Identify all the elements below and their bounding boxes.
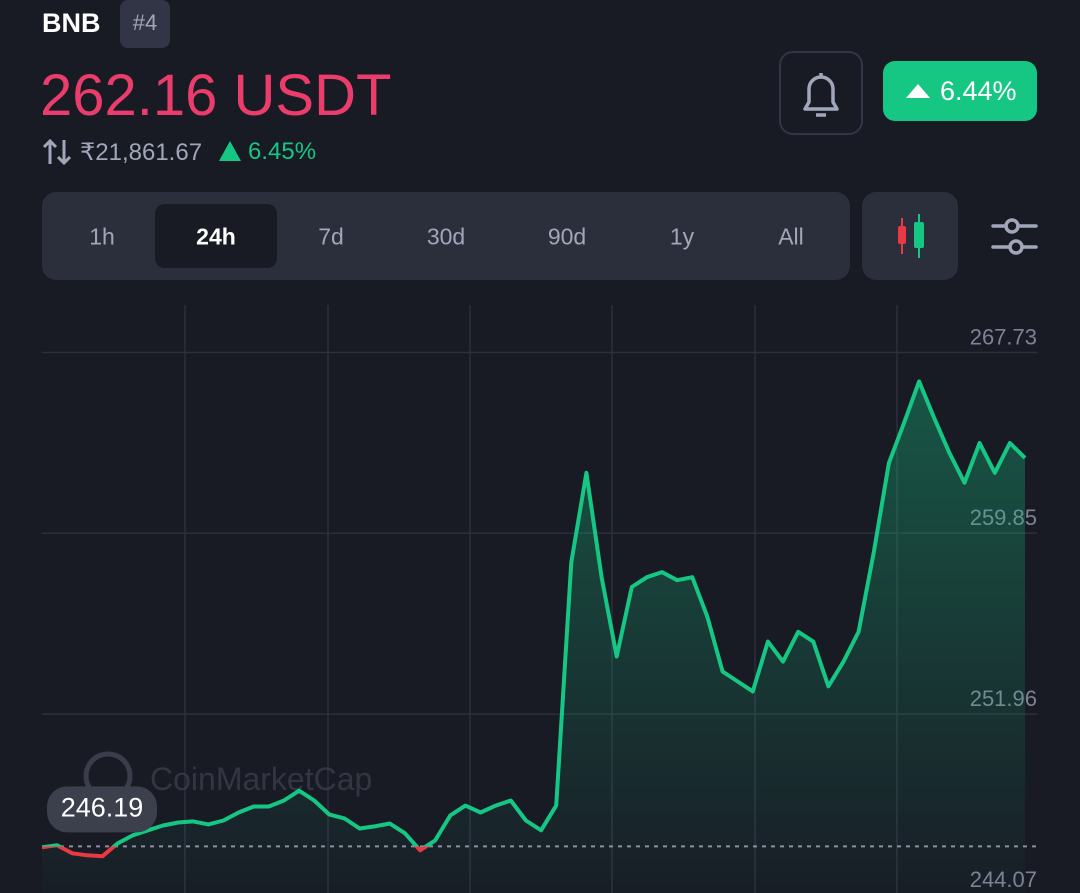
area-fill (42, 381, 1025, 893)
tab[interactable]: 30d (426, 223, 466, 250)
alert-button[interactable] (779, 51, 863, 135)
settings-button[interactable] (990, 214, 1040, 260)
change-pill: 6.44% (883, 61, 1037, 121)
up-arrow (219, 141, 241, 161)
tab[interactable]: All (778, 223, 804, 250)
tab[interactable]: 90d (547, 223, 587, 250)
rank-badge: #4 (120, 0, 170, 48)
baseline-label-bg (47, 786, 157, 833)
symbol: BNB (42, 8, 101, 38)
candle-button[interactable] (862, 192, 958, 280)
price-line (41, 379, 1027, 859)
tab[interactable]: 7d (318, 223, 344, 250)
change: 6.44% (940, 76, 1017, 106)
tab[interactable]: 1h (89, 223, 115, 250)
swap-icon[interactable] (42, 138, 72, 166)
price: 262.16 USDT (40, 63, 392, 128)
watermark: CoinMarketCap (150, 761, 372, 797)
y-tick-label: 267.73 (970, 324, 1037, 349)
active-tab-bg (155, 204, 277, 268)
fiat-change: 6.45% (248, 138, 317, 165)
baseline-label: 246.19 (61, 792, 144, 822)
tab[interactable]: 1y (669, 223, 695, 250)
fiat-price: ₹21,861.67 (80, 139, 203, 166)
tab[interactable]: 24h (196, 223, 236, 250)
